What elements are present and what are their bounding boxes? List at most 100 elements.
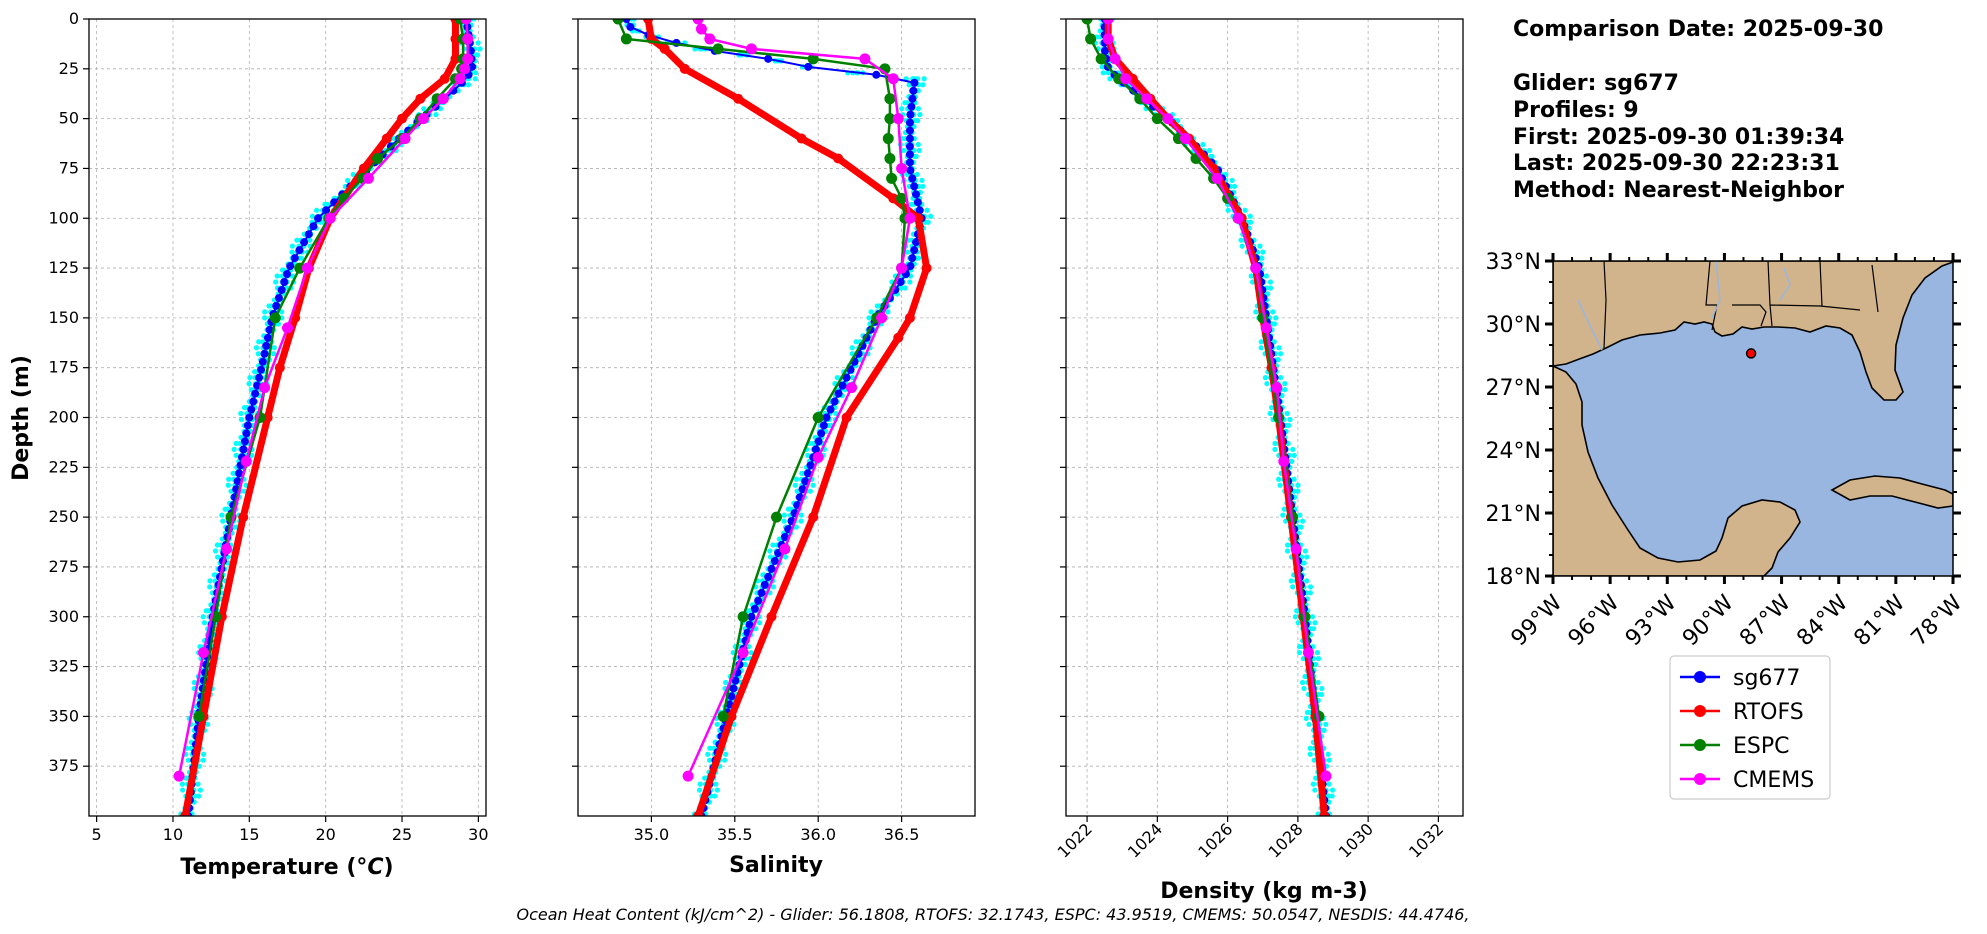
raw-profile-point	[1296, 650, 1303, 656]
x-tick-label: 20	[315, 825, 335, 844]
x-tick-label: 15	[239, 825, 259, 844]
raw-profile-point	[1248, 273, 1254, 279]
sg677-point	[915, 206, 924, 215]
sg677-point	[286, 262, 295, 271]
sg677-point	[622, 19, 631, 23]
sg677-point	[757, 588, 766, 597]
raw-profile-point	[278, 309, 285, 315]
cmems-point	[704, 33, 716, 45]
profile-count: Profiles: 9	[1513, 98, 1639, 123]
cmems-point	[462, 53, 474, 65]
raw-profile-point	[915, 141, 921, 148]
raw-profile-point	[793, 524, 799, 530]
sg677-point	[745, 620, 754, 629]
density-panel: 1022 1024 1026 1028 1030 1032	[1054, 18, 1464, 862]
espc-point	[882, 133, 894, 145]
espc-point	[896, 192, 908, 204]
raw-profile-point	[313, 207, 320, 213]
raw-profile-point	[794, 476, 800, 482]
raw-profile-point	[723, 751, 729, 757]
sg677-point	[251, 389, 260, 398]
comparison-date: Comparison Date: 2025-09-30	[1513, 17, 1883, 42]
cmems-point	[846, 382, 858, 394]
raw-profile-point	[915, 255, 922, 261]
raw-profile-point	[475, 40, 481, 46]
raw-profile-point	[696, 787, 703, 793]
map-land-mexico	[1553, 365, 1801, 576]
x-tick-label: 1028	[1264, 819, 1306, 861]
raw-profile-point	[1231, 183, 1238, 189]
y-tick-label: 175	[48, 358, 79, 377]
y-tick-label: 275	[48, 557, 79, 576]
sg677-point	[905, 126, 914, 135]
espc-point	[884, 113, 896, 125]
cmems-point	[462, 33, 474, 45]
sg677-point	[626, 22, 635, 31]
raw-profile-point	[256, 339, 262, 345]
lat-tick-label: 18°N	[1486, 565, 1541, 590]
raw-profile-point	[1097, 28, 1103, 34]
location-map: 18°N 21°N 24°N 27°N 30°N 33°N 99°W96°W93°W90°W…	[1486, 250, 1968, 651]
raw-profile-point	[1209, 153, 1215, 160]
espc-point	[294, 262, 306, 274]
raw-profile-point	[767, 554, 774, 560]
raw-profile-point	[868, 309, 874, 315]
x-tick-label: 10	[163, 825, 183, 844]
raw-profile-point	[238, 410, 244, 417]
sg677-point	[1100, 46, 1109, 55]
y-tick-label: 0	[69, 9, 79, 28]
raw-profile-point	[1298, 524, 1304, 530]
sg677-point	[750, 604, 759, 613]
series-cmems	[682, 19, 916, 782]
cmems-point	[896, 162, 908, 174]
raw-profile-point	[1100, 70, 1106, 76]
raw-profile-point	[207, 578, 213, 584]
cmems-line	[1106, 19, 1328, 777]
rtofs-point	[262, 412, 273, 423]
raw-profile-point	[241, 488, 247, 494]
raw-profile-point	[1299, 679, 1306, 686]
lon-tick-label: 90°W	[1678, 590, 1739, 651]
y-tick-label: 325	[48, 657, 79, 676]
raw-profile-point	[1273, 315, 1279, 321]
cmems-point	[362, 172, 374, 184]
y-tick-label: 150	[48, 308, 79, 327]
cmems-point	[876, 312, 888, 324]
raw-profile-point	[1303, 715, 1309, 721]
rtofs-point	[733, 93, 744, 104]
cmems-point	[282, 322, 293, 334]
raw-profile-point	[770, 542, 776, 548]
cmems-point	[695, 23, 707, 35]
raw-profile-point	[1301, 560, 1307, 566]
raw-profile-point	[914, 118, 921, 124]
espc-point	[372, 152, 384, 164]
raw-profile-point	[1248, 219, 1254, 225]
lon-tick-label: 78°W	[1907, 590, 1968, 651]
density-axis-label: Density (kg m-3)	[1160, 879, 1368, 904]
cmems-point	[896, 262, 908, 274]
raw-profile-point	[1270, 309, 1276, 315]
legend-marker-cmems	[1694, 773, 1706, 785]
espc-point	[717, 710, 729, 722]
raw-profile-point	[1304, 578, 1310, 584]
raw-profile-point	[1291, 452, 1297, 458]
x-tick-label: 1032	[1405, 819, 1447, 861]
sg677-point	[767, 564, 776, 573]
sg677-point	[830, 397, 839, 406]
sg677-point	[804, 62, 813, 71]
raw-profile-point	[1326, 757, 1332, 763]
sg677-point	[896, 278, 905, 287]
raw-profile-point	[723, 679, 729, 686]
interpolation-method: Method: Nearest-Neighbor	[1513, 178, 1844, 203]
raw-profile-point	[179, 781, 185, 787]
sg677-point	[801, 477, 810, 486]
cmems-point	[692, 19, 704, 25]
raw-profile-point	[849, 345, 855, 351]
raw-profile-point	[289, 249, 295, 255]
raw-profile-point	[238, 416, 245, 423]
raw-profile-point	[756, 620, 763, 626]
raw-profile-point	[433, 112, 439, 118]
x-tick-label: 30	[468, 825, 488, 844]
y-tick-label: 100	[48, 208, 79, 227]
